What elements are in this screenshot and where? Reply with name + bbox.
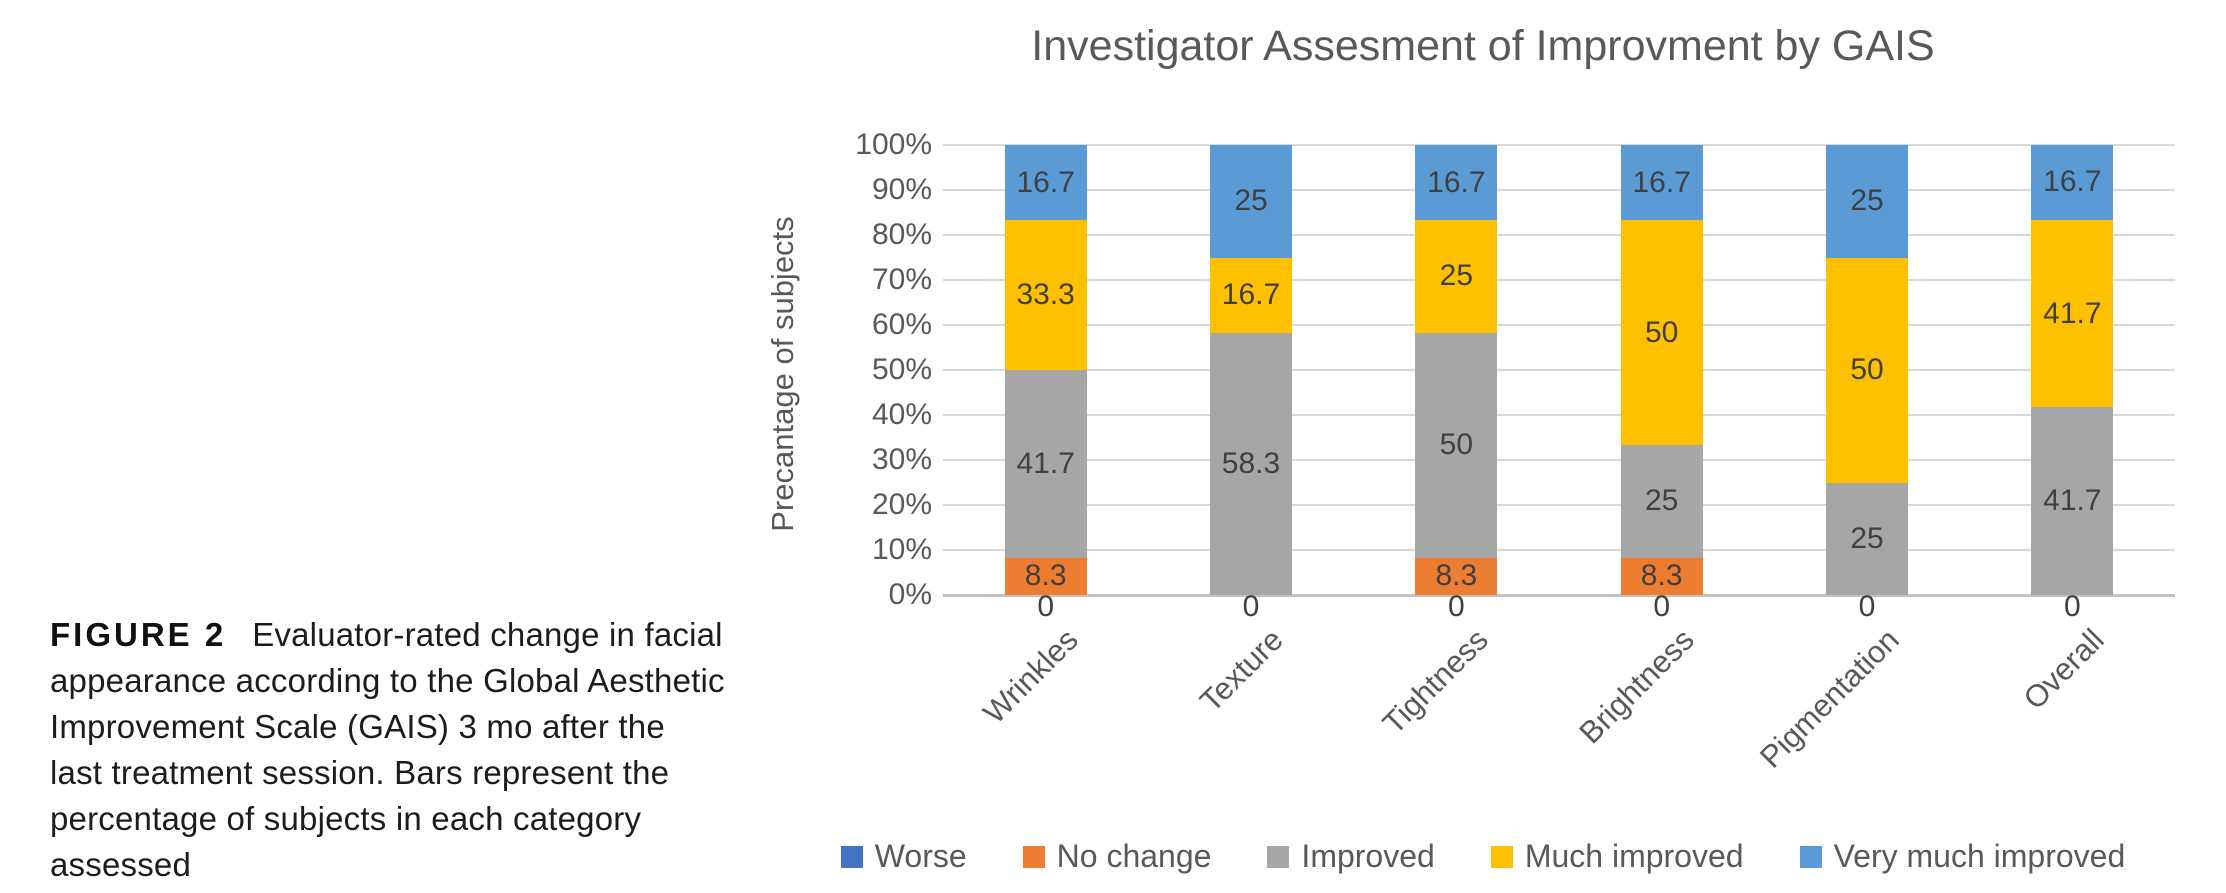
figure-caption-label: FIGURE 2 xyxy=(50,616,227,653)
gridline xyxy=(943,144,2175,146)
stacked-bar-chart: Investigator Assesment of Improvment by … xyxy=(740,0,2226,893)
bar-segment-label: 33.3 xyxy=(1016,278,1075,312)
bar-segment xyxy=(1004,557,1087,595)
bar-segment-label: 8.3 xyxy=(1640,559,1683,593)
bar-segment xyxy=(2031,144,2114,220)
zero-value-label: 0 xyxy=(1858,590,1876,623)
legend-item: Very much improved xyxy=(1799,838,2126,875)
legend-label: Much improved xyxy=(1524,838,1744,874)
figure-caption: FIGURE 2 Evaluator-rated change in facial… xyxy=(50,612,726,888)
y-tick-label: 90% xyxy=(871,173,932,206)
y-tick-label: 20% xyxy=(871,488,932,521)
y-axis-title: Precantage of subjects xyxy=(765,216,800,532)
y-tick-label: 60% xyxy=(871,308,932,341)
bar-segment xyxy=(1004,370,1087,558)
bar-segment-label: 16.7 xyxy=(1427,165,1486,199)
legend-item: No change xyxy=(1022,838,1212,875)
x-axis-label: Brightness xyxy=(1572,622,1701,751)
bar-segment xyxy=(1620,220,1703,446)
gridline xyxy=(943,594,2175,597)
legend-swatch-icon xyxy=(840,845,863,868)
bar-segment xyxy=(1826,257,1908,483)
chart-legend: Worse No change Improved Much improved Very … xyxy=(740,838,2226,875)
bar-segment-label: 16.7 xyxy=(1016,165,1075,199)
zero-value-label: 0 xyxy=(1447,590,1465,623)
bar-segment xyxy=(1210,332,1292,595)
bar-segment-label: 25 xyxy=(1644,484,1679,518)
zero-value-label: 0 xyxy=(1037,590,1054,623)
y-tick-label: 70% xyxy=(871,263,932,296)
gridline xyxy=(943,324,2175,326)
legend-swatch-icon xyxy=(1022,845,1045,868)
x-axis-label: Pigmentation xyxy=(1753,622,1906,775)
bar-segment xyxy=(1415,332,1498,558)
bar-segment-label: 50 xyxy=(1644,315,1679,349)
legend-swatch-icon xyxy=(1799,845,1822,868)
x-axis-label: Wrinkles xyxy=(976,622,1085,731)
gridline xyxy=(943,234,2175,236)
bar-segment xyxy=(1620,557,1703,595)
bar-segment-label: 25 xyxy=(1234,184,1268,218)
y-tick-label: 100% xyxy=(855,128,932,161)
bar-segment xyxy=(1826,482,1908,595)
bar-segment-label: 41.7 xyxy=(2043,296,2102,330)
zero-value-label: 0 xyxy=(1653,590,1670,623)
bar-segment-label: 8.3 xyxy=(1435,559,1478,593)
bar-segment-label: 50 xyxy=(1850,353,1884,386)
bar-segment-label: 16.7 xyxy=(1632,165,1691,199)
bar-segment-label: 25 xyxy=(1439,259,1474,293)
legend-item: Much improved xyxy=(1490,838,1744,875)
y-tick-label: 50% xyxy=(871,353,932,386)
bar-segment xyxy=(2031,219,2114,408)
bar-segment-label: 58.3 xyxy=(1221,446,1281,480)
bar-segment-label: 41.7 xyxy=(1016,446,1075,480)
bar-segment-label: 16.7 xyxy=(2043,165,2102,199)
gridline xyxy=(943,369,2175,371)
bar-segment xyxy=(1004,220,1087,370)
bar-segment xyxy=(1210,145,1292,258)
x-axis-label: Overall xyxy=(2016,622,2112,717)
y-tick-label: 0% xyxy=(888,578,932,611)
legend-swatch-icon xyxy=(1267,845,1290,868)
y-tick-label: 30% xyxy=(871,443,932,476)
gridline xyxy=(943,459,2175,461)
legend-swatch-icon xyxy=(1490,845,1513,868)
gridline xyxy=(943,549,2175,551)
bar-segment xyxy=(1620,445,1703,558)
bar-segment-label: 8.3 xyxy=(1024,559,1067,593)
chart-title: Investigator Assesment of Improvment by … xyxy=(1031,22,1935,70)
y-tick-label: 40% xyxy=(871,398,932,431)
bar-segment xyxy=(1620,145,1703,221)
bar-segment-label: 50 xyxy=(1439,428,1474,462)
legend-label: No change xyxy=(1056,838,1212,874)
bar-segment-label: 25 xyxy=(1850,521,1884,555)
legend-item: Improved xyxy=(1267,838,1435,875)
bar-segment xyxy=(1004,145,1087,221)
legend-label: Worse xyxy=(874,838,967,874)
legend-label: Very much improved xyxy=(1833,838,2126,874)
bar-segment xyxy=(2031,407,2114,595)
bar-segment xyxy=(1415,145,1498,221)
figure-caption-text: Evaluator-rated change in facial appeara… xyxy=(50,616,725,883)
legend-label: Improved xyxy=(1301,838,1435,874)
x-axis-label: Texture xyxy=(1193,622,1290,719)
bar-segment-label: 16.7 xyxy=(1221,278,1281,312)
bar-segment-label: 41.7 xyxy=(2043,484,2102,518)
bar-segment xyxy=(1415,220,1498,333)
gridline xyxy=(943,189,2175,191)
zero-value-label: 0 xyxy=(2063,590,2081,623)
bar-segment xyxy=(1415,557,1498,595)
zero-value-label: 0 xyxy=(1242,590,1260,623)
y-tick-label: 80% xyxy=(871,218,932,251)
y-tick-label: 10% xyxy=(871,533,932,566)
gridline xyxy=(943,504,2175,506)
gridline xyxy=(943,279,2175,281)
bar-segment xyxy=(1826,145,1908,258)
bar-segment xyxy=(1210,257,1292,333)
gridline xyxy=(943,414,2175,416)
x-axis-label: Tightness xyxy=(1376,622,1496,741)
bar-segment-label: 25 xyxy=(1850,184,1884,218)
legend-item: Worse xyxy=(840,838,967,875)
